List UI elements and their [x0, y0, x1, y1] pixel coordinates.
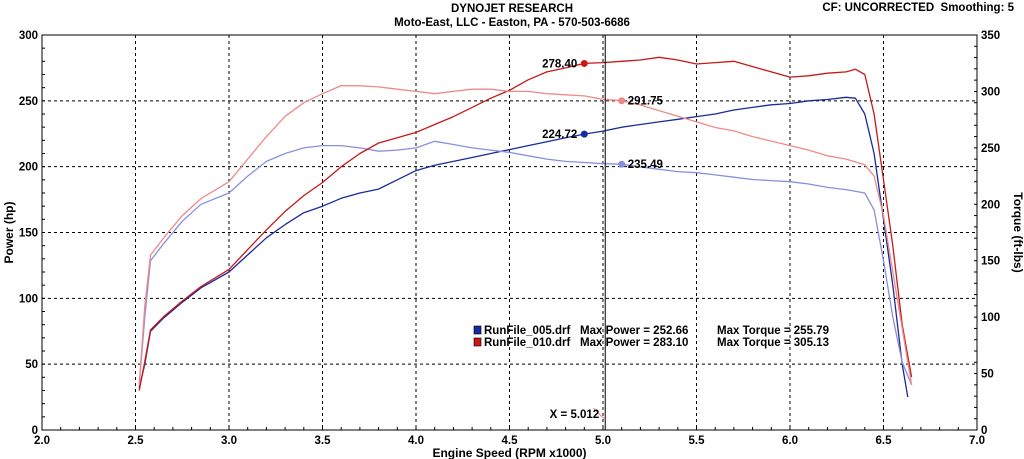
y-left-tick-label: 200 — [19, 162, 38, 174]
legend-swatch — [473, 325, 482, 335]
marker-label: 291.75 — [628, 96, 664, 108]
y-left-tick-label: 300 — [19, 30, 38, 42]
y-right-tick-label: 100 — [981, 312, 1000, 324]
x-axis-label: Engine Speed (RPM x1000) — [432, 446, 586, 459]
smoothing-label: Smoothing: 5 — [940, 2, 1014, 14]
y-right-tick-label: 50 — [981, 369, 994, 381]
legend-file: RunFile_005.drf — [484, 325, 570, 337]
y-right-tick-label: 200 — [981, 199, 1000, 211]
chart-title: DYNOJET RESEARCH — [450, 3, 574, 15]
chart-subtitle: Moto-East, LLC - Easton, PA - 570-503-66… — [394, 17, 630, 29]
legend-max-torque: Max Torque = 255.79 — [717, 325, 829, 337]
y-right-tick-label: 150 — [981, 256, 1000, 268]
legend-swatch — [473, 337, 482, 347]
marker-label: 224.72 — [542, 129, 577, 141]
marker-label: 235.49 — [628, 159, 663, 171]
marker-label: 278.40 — [542, 58, 577, 70]
x-tick-label: 5.5 — [689, 435, 706, 447]
legend-max-power: Max Power = 283.10 — [580, 337, 688, 349]
grid — [41, 34, 978, 431]
y-right-tick-label: 350 — [981, 30, 1000, 42]
y-left-tick-label: 250 — [19, 96, 38, 108]
x-tick-label: 7.0 — [969, 435, 985, 447]
x-tick-label: 4.5 — [502, 435, 519, 447]
x-tick-label: 2.5 — [128, 435, 145, 447]
marker-dot — [580, 59, 588, 67]
axes: 2.0 2.5 3.0 3.5 4.0 4.5 5.0 5.5 6.0 6.5 7.00501001… — [2, 30, 1024, 459]
y-left-tick-label: 100 — [19, 293, 38, 305]
x-tick-label: 6.5 — [876, 435, 893, 447]
cursor-tail — [592, 407, 606, 421]
markers: 278.40 291.75 224.72 235.49 — [542, 58, 663, 171]
marker-dot — [618, 160, 626, 168]
y-left-tick-label: 0 — [32, 425, 38, 437]
x-tick-label: 3.5 — [315, 435, 332, 447]
legend: RunFile_005.drf Max Power = 252.66 Max Tor… — [473, 325, 829, 349]
x-tick-label: 5.0 — [595, 435, 611, 447]
x-tick-label: 2.0 — [34, 435, 50, 447]
series-line-runfile-005-drftorque — [138, 140, 913, 386]
cf-label: CF: UNCORRECTED — [822, 2, 935, 14]
x-tick-label: 3.0 — [221, 435, 237, 447]
cursor-label: X = 5.012 — [550, 409, 600, 421]
y-left-tick-label: 50 — [25, 359, 38, 371]
y-left-tick-label: 150 — [19, 228, 38, 240]
x-tick-label: 6.0 — [782, 435, 798, 447]
series-line-runfile-010-drfpower — [138, 56, 913, 391]
y-right-tick-label: 0 — [981, 425, 987, 437]
series-lines — [138, 56, 913, 398]
series-line-runfile-005-drfpower — [138, 96, 909, 398]
cursor: X = 5.012 — [550, 35, 606, 430]
y-left-axis-label: Power (hp) — [2, 201, 16, 263]
y-right-tick-label: 250 — [981, 143, 1000, 155]
x-tick-label: 4.0 — [408, 435, 424, 447]
marker-dot — [580, 130, 588, 138]
legend-max-power: Max Power = 252.66 — [580, 325, 688, 337]
series-line-runfile-010-drftorque — [138, 84, 913, 386]
legend-file: RunFile_010.drf — [484, 337, 570, 349]
correction-info: CF: UNCORRECTED Smoothing: 5 — [822, 2, 1014, 14]
marker-dot — [618, 97, 626, 105]
y-right-tick-label: 300 — [981, 86, 1000, 98]
legend-max-torque: Max Torque = 305.13 — [717, 337, 829, 349]
y-right-axis-label: Torque (ft-lbs) — [1011, 192, 1024, 272]
